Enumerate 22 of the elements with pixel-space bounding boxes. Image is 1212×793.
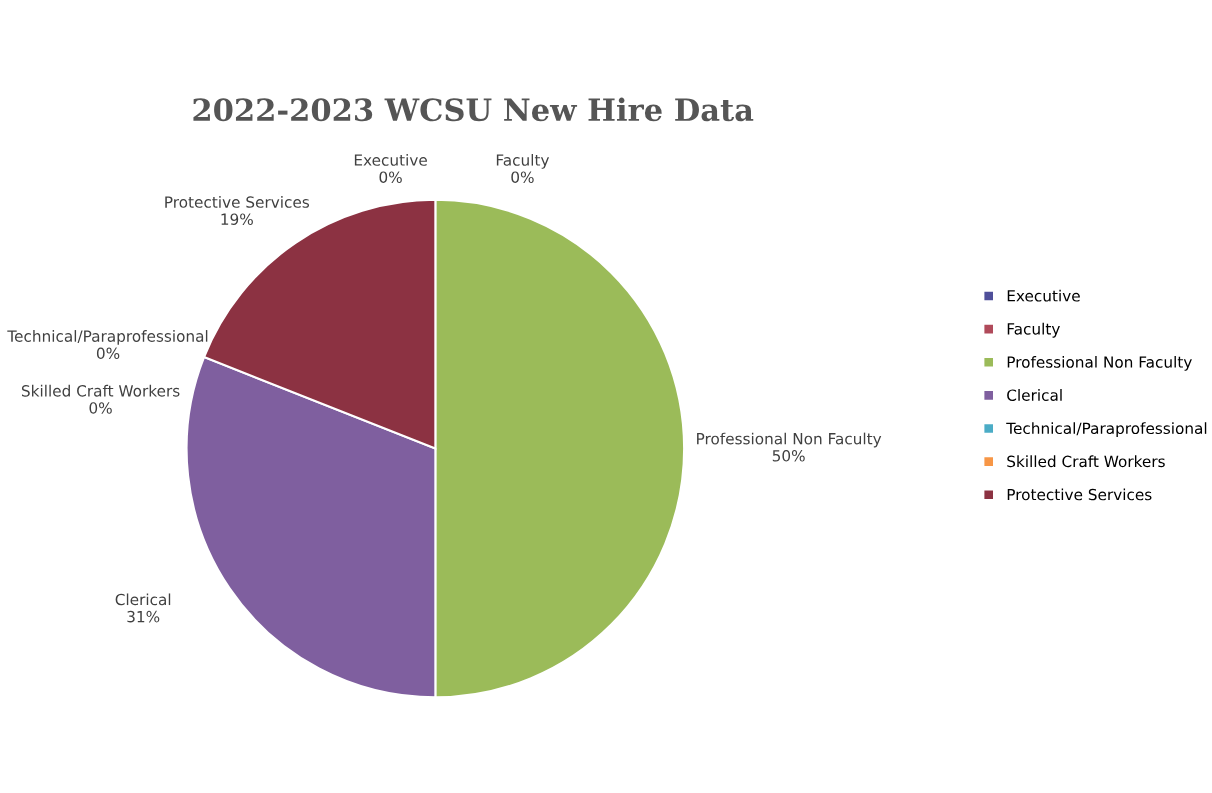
legend-label: Technical/Paraprofessional — [1006, 422, 1207, 438]
category-label: Technical/Paraprofessional — [7, 330, 208, 345]
text: 0% — [379, 171, 402, 183]
text: 0% — [96, 347, 120, 359]
chart-title: 2022-2023 WCSU New Hire Data — [193, 97, 754, 122]
slice-label: Professional Non Faculty — [697, 432, 882, 448]
slice-label: Clerical — [115, 593, 171, 606]
text: 0% — [511, 171, 534, 183]
legend-label: Professional Non Faculty — [1007, 355, 1192, 371]
category-label: Faculty — [496, 154, 550, 169]
legend-label: Skilled Craft Workers — [1007, 455, 1165, 468]
data-label: 31% — [127, 610, 160, 623]
category-label: Skilled Craft Workers — [21, 384, 180, 397]
slice-label: Protective Services — [165, 196, 310, 208]
legend-label: Clerical — [1007, 389, 1062, 401]
data-label: 50% — [772, 450, 805, 462]
legend-label: Protective Services — [1007, 488, 1152, 501]
text: 0% — [89, 402, 112, 414]
legend-label: Executive — [1007, 289, 1080, 302]
data-label: 19% — [221, 213, 253, 225]
legend-label: Faculty — [1007, 322, 1060, 338]
category-label: Executive — [354, 154, 427, 166]
